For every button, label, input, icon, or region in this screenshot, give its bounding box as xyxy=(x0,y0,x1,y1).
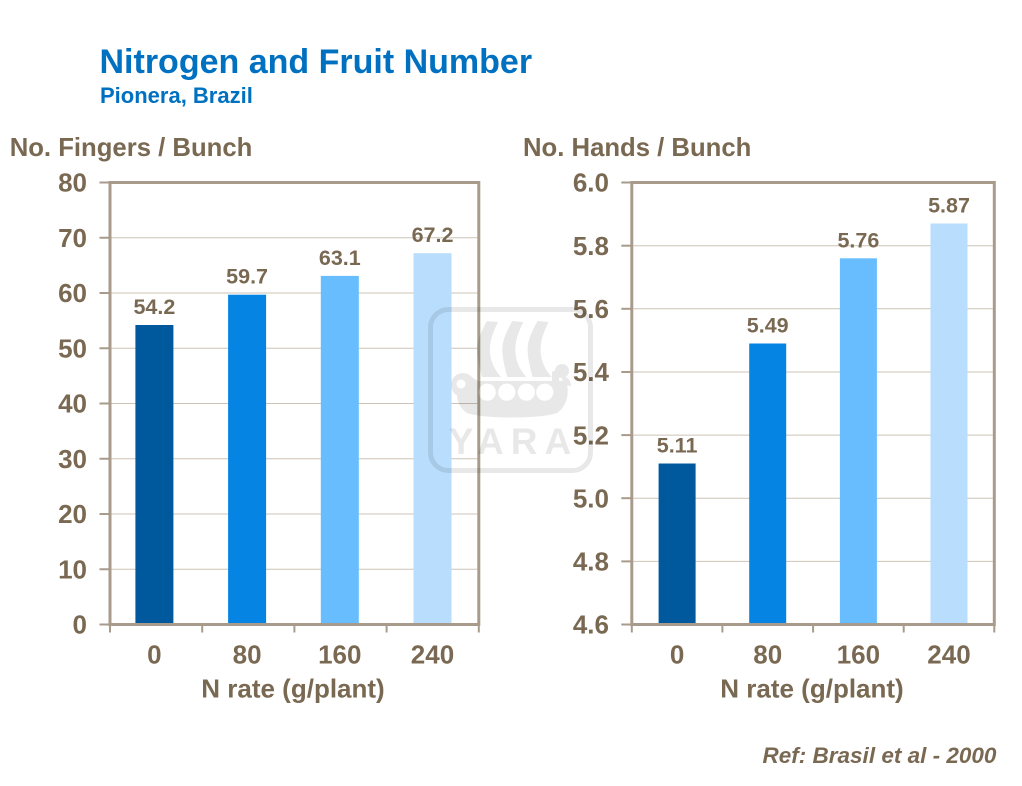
svg-text:5.0: 5.0 xyxy=(573,483,609,513)
svg-text:Pionera, Brazil: Pionera, Brazil xyxy=(100,83,253,108)
svg-text:5.6: 5.6 xyxy=(573,294,609,324)
svg-text:5.4: 5.4 xyxy=(573,357,610,387)
svg-text:80: 80 xyxy=(233,640,262,670)
svg-text:160: 160 xyxy=(837,640,880,670)
svg-text:YARA: YARA xyxy=(449,421,578,462)
svg-text:40: 40 xyxy=(58,389,87,419)
svg-text:240: 240 xyxy=(411,640,454,670)
svg-text:240: 240 xyxy=(927,640,970,670)
svg-text:5.11: 5.11 xyxy=(657,434,698,458)
svg-text:N rate (g/plant): N rate (g/plant) xyxy=(720,674,903,704)
svg-text:5.49: 5.49 xyxy=(747,314,789,338)
svg-text:No. Fingers / Bunch: No. Fingers / Bunch xyxy=(10,134,253,162)
svg-text:5.76: 5.76 xyxy=(837,228,879,252)
svg-text:10: 10 xyxy=(58,554,87,584)
svg-text:Ref: Brasil et al - 2000: Ref: Brasil et al - 2000 xyxy=(763,743,997,768)
svg-text:4.6: 4.6 xyxy=(573,610,609,640)
svg-text:59.7: 59.7 xyxy=(226,265,268,289)
svg-text:N rate (g/plant): N rate (g/plant) xyxy=(201,674,384,704)
svg-text:63.1: 63.1 xyxy=(319,246,361,270)
svg-text:60: 60 xyxy=(58,278,87,308)
svg-text:5.2: 5.2 xyxy=(573,420,609,450)
svg-text:80: 80 xyxy=(753,640,782,670)
svg-text:80: 80 xyxy=(58,168,87,198)
svg-text:5.87: 5.87 xyxy=(928,194,970,218)
svg-text:50: 50 xyxy=(58,333,87,363)
svg-text:67.2: 67.2 xyxy=(412,223,454,247)
svg-text:70: 70 xyxy=(58,223,87,253)
svg-text:0: 0 xyxy=(147,640,161,670)
svg-text:Nitrogen and Fruit Number: Nitrogen and Fruit Number xyxy=(100,43,533,81)
svg-text:54.2: 54.2 xyxy=(133,295,175,319)
svg-text:160: 160 xyxy=(318,640,361,670)
svg-text:0: 0 xyxy=(670,640,684,670)
svg-text:0: 0 xyxy=(73,610,87,640)
svg-text:20: 20 xyxy=(58,499,87,529)
svg-text:5.8: 5.8 xyxy=(573,231,609,261)
svg-text:No. Hands / Bunch: No. Hands / Bunch xyxy=(523,134,751,162)
svg-text:4.8: 4.8 xyxy=(573,547,609,577)
svg-text:30: 30 xyxy=(58,444,87,474)
svg-text:6.0: 6.0 xyxy=(573,168,609,198)
